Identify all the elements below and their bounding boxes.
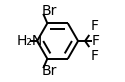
Text: F: F: [90, 49, 98, 63]
Text: F: F: [90, 19, 98, 33]
Text: Br: Br: [42, 4, 57, 18]
Text: H₂N: H₂N: [17, 34, 43, 48]
Text: F: F: [92, 34, 100, 48]
Text: Br: Br: [42, 64, 57, 78]
